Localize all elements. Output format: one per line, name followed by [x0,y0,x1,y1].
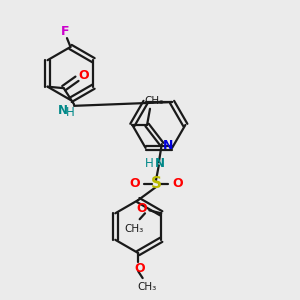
Text: O: O [137,202,147,215]
Text: H: H [66,106,75,119]
Text: F: F [61,25,70,38]
Text: N: N [58,104,68,117]
Text: O: O [134,262,145,275]
Text: N: N [163,139,173,152]
Text: N: N [155,157,165,170]
Text: O: O [129,177,140,190]
Text: CH₃: CH₃ [124,224,143,235]
Text: O: O [172,177,183,190]
Text: H: H [145,157,154,170]
Text: CH₃: CH₃ [137,282,157,292]
Text: S: S [150,176,161,191]
Text: O: O [78,69,89,82]
Text: CH₃: CH₃ [144,95,163,106]
